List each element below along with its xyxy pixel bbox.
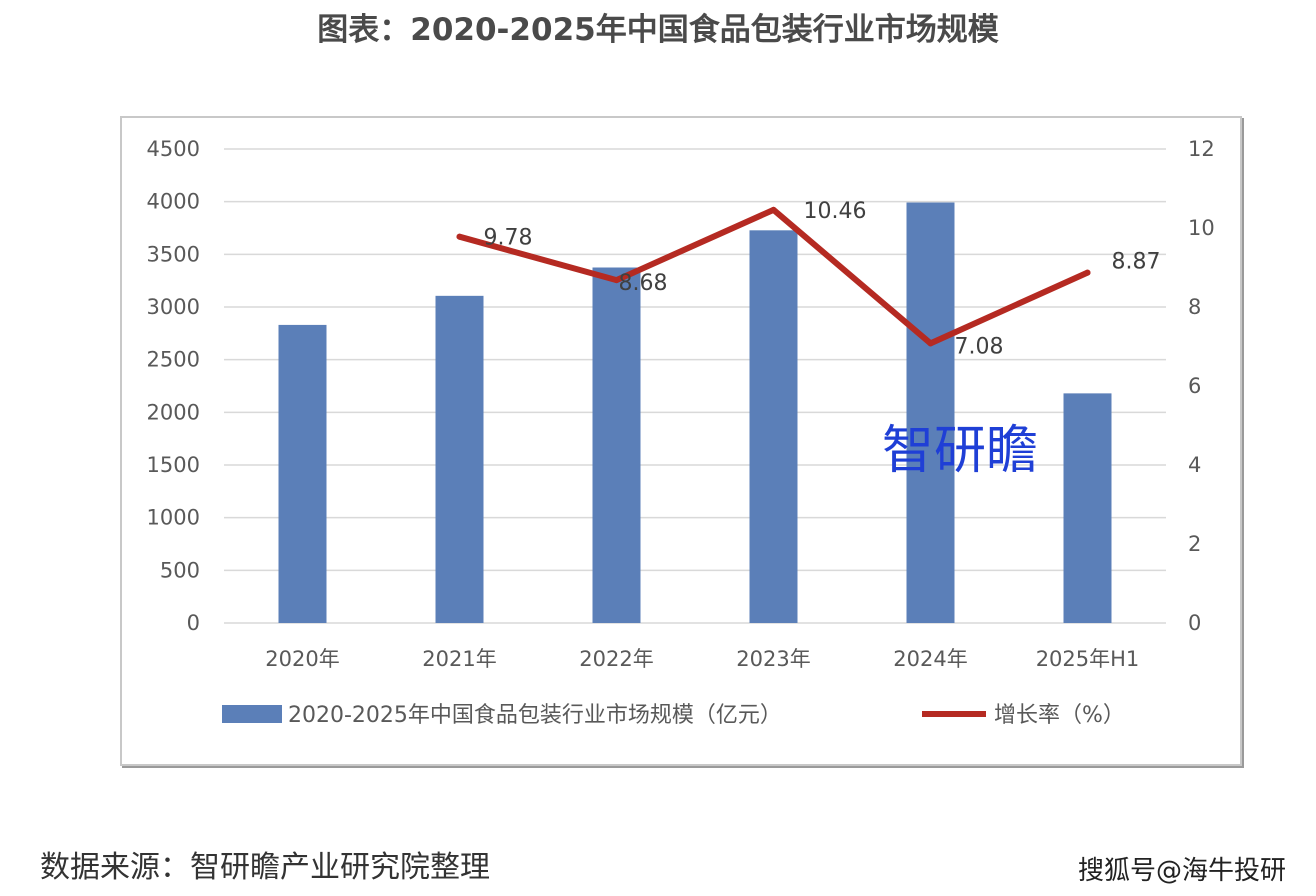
right-axis: 0 2 4 6 8 10 12 bbox=[1188, 137, 1215, 635]
grid-lines bbox=[224, 148, 1166, 624]
legend: 2020-2025年中国食品包装行业市场规模（亿元） 增长率（%） bbox=[222, 703, 1125, 728]
growth-data-label: 8.68 bbox=[619, 271, 668, 296]
source-note: 数据来源：智研瞻产业研究院整理 bbox=[40, 850, 490, 885]
bar bbox=[749, 230, 798, 624]
bar bbox=[278, 324, 327, 623]
legend-bar-label: 2020-2025年中国食品包装行业市场规模（亿元） bbox=[288, 703, 782, 728]
x-tick-label: 2021年 bbox=[422, 647, 496, 671]
right-tick-label: 12 bbox=[1188, 137, 1215, 161]
legend-bar-swatch bbox=[222, 705, 282, 723]
x-tick-label: 2022年 bbox=[579, 647, 653, 671]
x-tick-label: 2025年H1 bbox=[1036, 647, 1140, 671]
right-tick-label: 6 bbox=[1188, 374, 1201, 398]
left-tick-label: 500 bbox=[160, 558, 200, 582]
growth-point bbox=[770, 206, 777, 213]
right-tick-label: 0 bbox=[1188, 611, 1201, 635]
growth-point bbox=[456, 233, 463, 240]
bar bbox=[1063, 393, 1112, 623]
page-title: 图表：2020-2025年中国食品包装行业市场规模 bbox=[317, 12, 999, 48]
right-tick-label: 8 bbox=[1188, 295, 1201, 319]
right-tick-label: 10 bbox=[1188, 216, 1215, 240]
right-tick-label: 4 bbox=[1188, 453, 1201, 477]
left-tick-label: 2000 bbox=[147, 400, 200, 424]
growth-point bbox=[927, 340, 934, 347]
x-tick-label: 2020年 bbox=[265, 647, 339, 671]
bar bbox=[592, 267, 641, 623]
bar bbox=[906, 202, 955, 623]
growth-data-label: 7.08 bbox=[955, 334, 1004, 359]
growth-data-label: 9.78 bbox=[484, 226, 533, 251]
right-tick-label: 2 bbox=[1188, 532, 1201, 556]
left-axis: 0 500 1000 1500 2000 2500 3000 3500 4000 4500 bbox=[147, 137, 200, 635]
watermark-platform: 搜狐号@海牛投研 bbox=[1077, 856, 1286, 886]
left-tick-label: 4500 bbox=[147, 137, 200, 161]
left-tick-label: 3500 bbox=[147, 242, 200, 266]
left-tick-label: 1500 bbox=[147, 453, 200, 477]
left-tick-label: 3000 bbox=[147, 295, 200, 319]
x-tick-label: 2023年 bbox=[736, 647, 810, 671]
left-tick-label: 1000 bbox=[147, 506, 200, 530]
x-tick-label: 2024年 bbox=[893, 647, 967, 671]
chart-container: 9.78 8.68 10.46 7.08 8.87 0 500 1000 1500 2000 25… bbox=[120, 116, 1242, 766]
bar-series bbox=[278, 202, 1112, 624]
legend-line-label: 增长率（%） bbox=[994, 703, 1125, 728]
x-axis: 2020年 2021年 2022年 2023年 2024年 2025年H1 bbox=[265, 647, 1139, 671]
left-tick-label: 0 bbox=[187, 611, 200, 635]
left-tick-label: 2500 bbox=[147, 348, 200, 372]
left-tick-label: 4000 bbox=[147, 190, 200, 214]
growth-point bbox=[1084, 269, 1091, 276]
growth-point bbox=[613, 277, 620, 284]
watermark-brand: 智研瞻 bbox=[882, 421, 1038, 481]
growth-data-label: 10.46 bbox=[804, 199, 867, 224]
growth-line-series: 9.78 8.68 10.46 7.08 8.87 bbox=[456, 199, 1161, 359]
combo-chart: 9.78 8.68 10.46 7.08 8.87 0 500 1000 1500 2000 25… bbox=[147, 137, 1215, 728]
bar bbox=[435, 295, 484, 623]
growth-data-label: 8.87 bbox=[1112, 250, 1161, 275]
